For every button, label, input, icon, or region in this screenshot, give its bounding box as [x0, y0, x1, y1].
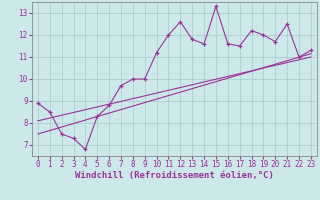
X-axis label: Windchill (Refroidissement éolien,°C): Windchill (Refroidissement éolien,°C) — [75, 171, 274, 180]
